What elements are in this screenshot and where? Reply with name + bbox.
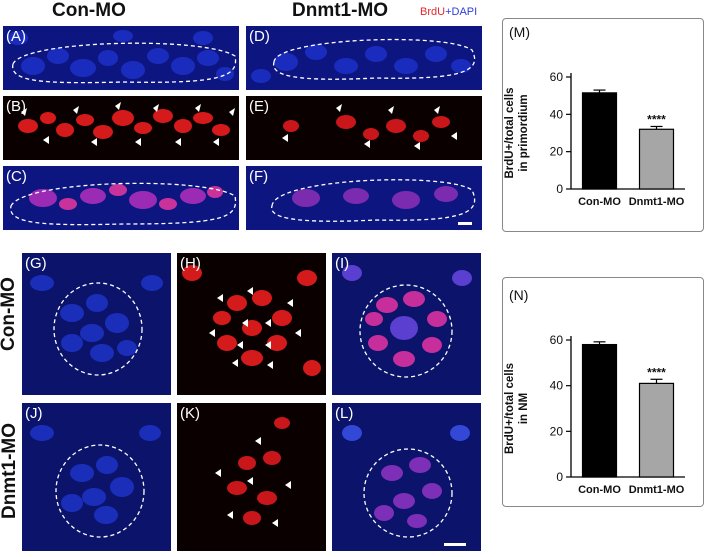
panel-b-label: (B) — [6, 98, 26, 115]
panel-h-label: (H) — [180, 255, 201, 272]
panel-d-image — [246, 26, 482, 90]
y-tick-label-2: 40 — [550, 379, 564, 393]
significance-label-1: **** — [647, 112, 666, 126]
chart-m: (M) 0 20 40 60 BrdU+/total cells in primordiu… — [504, 24, 685, 208]
scale-bar-l — [444, 543, 466, 546]
dnmt1-mo-header-side: Dnmt1-MO — [0, 422, 20, 520]
panel-g-image — [22, 253, 171, 395]
con-mo-header-top: Con-MO — [52, 0, 126, 21]
panel-l: (L) — [332, 403, 481, 551]
panel-g-label: (G) — [25, 255, 47, 272]
dnmt1-mo-header-top: Dnmt1-MO — [292, 0, 389, 21]
panel-c-label: (C) — [6, 168, 27, 185]
significance-label-1: **** — [647, 365, 666, 379]
panel-f-image — [246, 166, 482, 230]
panel-k: (K) — [177, 403, 326, 551]
scale-bar-f — [458, 222, 472, 225]
panel-b: (B) — [3, 96, 239, 160]
y-axis-label: BrdU+/total cells in NM — [504, 363, 530, 454]
legend-brdu: BrdU — [420, 6, 446, 18]
bar-dnmt1-mo — [638, 128, 675, 190]
y-tick-label-3: 60 — [550, 70, 564, 84]
panel-h: (H) — [177, 253, 326, 395]
panel-b-image — [3, 96, 239, 160]
con-mo-header-side: Con-MO — [0, 277, 19, 351]
y-tick-label-0: 0 — [556, 470, 563, 484]
legend-dapi: DAPI — [451, 6, 478, 18]
panel-d: (D) — [246, 26, 482, 90]
bar-con-mo — [581, 92, 618, 190]
y-tick-label-2: 40 — [550, 107, 564, 121]
panel-j-label: (J) — [25, 405, 43, 422]
panel-a-label: (A) — [6, 28, 26, 45]
panel-k-label: (K) — [180, 405, 200, 422]
panel-a: (A) — [3, 26, 239, 90]
panel-l-image — [332, 403, 481, 551]
panel-c-image — [3, 166, 239, 230]
bar-con-mo — [581, 343, 618, 478]
chart-m-panel-label: (M) — [509, 24, 530, 40]
y-tick-label-1: 20 — [550, 424, 564, 438]
category-label-0: Con-MO — [578, 484, 621, 496]
legend-plus: + — [445, 6, 452, 18]
panel-e-image — [246, 96, 482, 160]
category-label-0: Con-MO — [578, 196, 621, 208]
category-label-1: Dnmt1-MO — [629, 484, 685, 496]
chart-m-box: (M) 0 20 40 60 BrdU+/total cells in primordiu… — [502, 18, 704, 232]
panel-h-image — [177, 253, 326, 395]
legend: BrdU+DAPI — [420, 6, 477, 18]
panel-l-label: (L) — [335, 405, 354, 422]
y-tick-label-1: 20 — [550, 145, 564, 159]
y-tick-label-3: 60 — [550, 333, 564, 347]
panel-e: (E) — [246, 96, 482, 160]
bar-dnmt1-mo — [638, 382, 675, 478]
panel-g: (G) — [22, 253, 171, 395]
panel-j-image — [22, 403, 171, 551]
panel-j: (J) — [22, 403, 171, 551]
chart-n-panel-label: (N) — [509, 287, 528, 303]
y-axis-label: BrdU+/total cells in primordium — [504, 87, 530, 178]
chart-n: (N) 0 20 40 60 BrdU+/total cells in NM Con-MO D… — [504, 287, 685, 496]
y-tick-label-0: 0 — [556, 182, 563, 196]
panel-a-image — [3, 26, 239, 90]
panel-e-label: (E) — [249, 98, 269, 115]
panel-c: (C) — [3, 166, 239, 230]
panel-f-label: (F) — [249, 168, 269, 185]
panel-i: (I) — [332, 253, 481, 395]
panel-f: (F) — [246, 166, 482, 230]
panel-i-image — [332, 253, 481, 395]
panel-d-label: (D) — [249, 28, 270, 45]
panel-k-image — [177, 403, 326, 551]
chart-n-box: (N) 0 20 40 60 BrdU+/total cells in NM Con-MO D… — [502, 277, 704, 507]
category-label-1: Dnmt1-MO — [629, 196, 685, 208]
panel-i-label: (I) — [335, 255, 350, 272]
